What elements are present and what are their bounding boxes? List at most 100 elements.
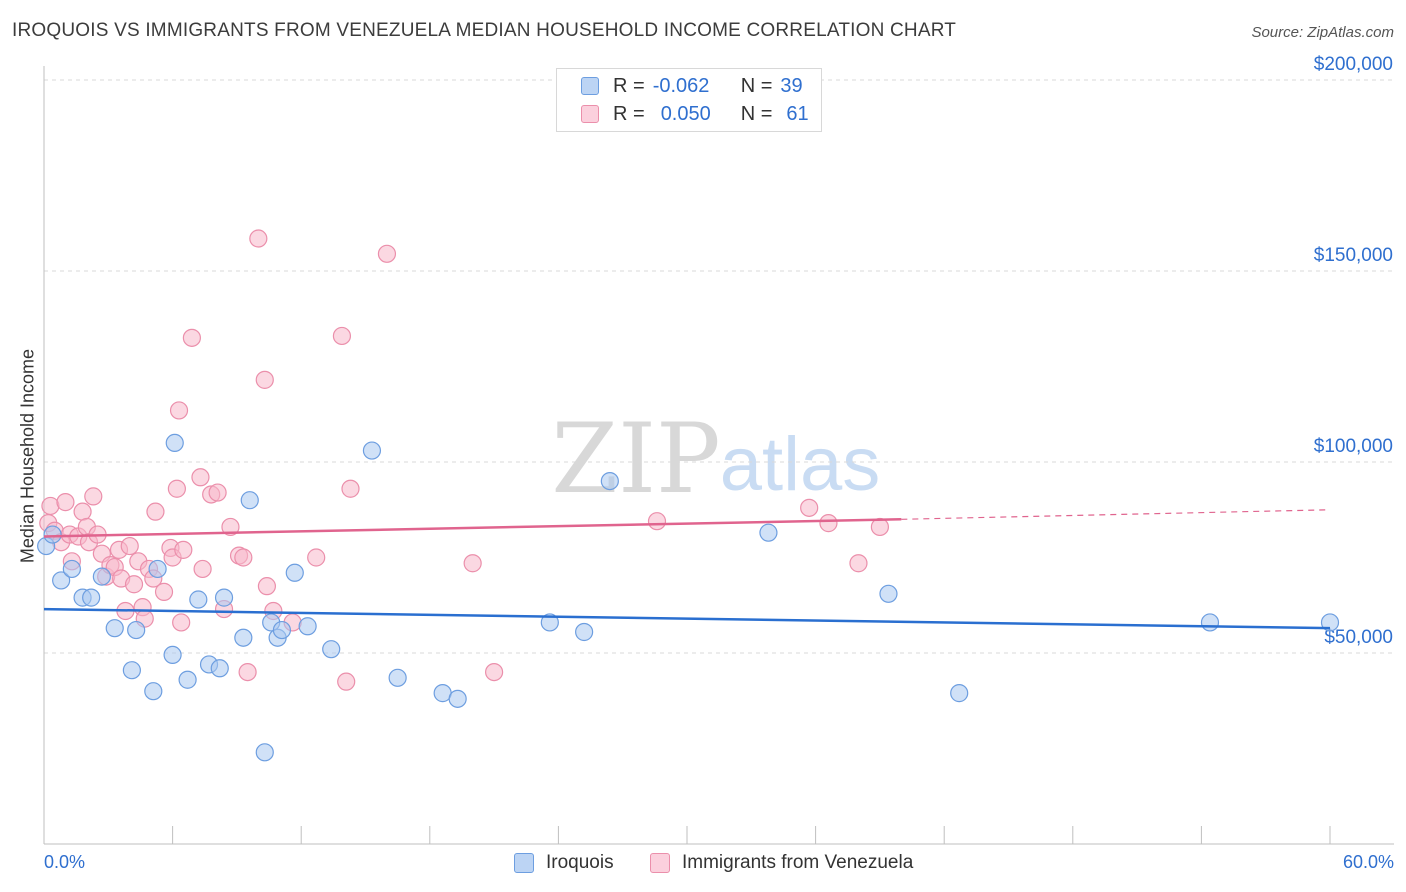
legend-r-value: -0.062 [652, 74, 710, 97]
venezuela-trend-extension [901, 509, 1331, 520]
legend-r-value: 0.050 [660, 102, 711, 125]
y-tick-label: $100,000 [1314, 436, 1393, 457]
venezuela-point [154, 582, 174, 601]
venezuela-trend-line [43, 518, 902, 538]
iroquois-point [178, 670, 197, 689]
watermark-zip: ZIP [551, 403, 720, 515]
iroquois-point [362, 441, 382, 460]
watermark-atlas: atlas [720, 422, 881, 507]
legend-n-label: N = [740, 74, 773, 97]
iroquois-point [285, 563, 304, 582]
iroquois-point [240, 491, 259, 510]
venezuela-point [124, 575, 144, 594]
venezuela-point [191, 468, 210, 487]
venezuela-point [146, 502, 165, 521]
legend-n-label: N = [740, 102, 773, 125]
iroquois-point [322, 640, 341, 659]
venezuela-point [337, 672, 356, 691]
chart-title: IROQUOIS VS IMMIGRANTS FROM VENEZUELA ME… [12, 20, 957, 41]
iroquois-point [879, 584, 898, 603]
venezuela-point [849, 554, 868, 573]
iroquois-point [144, 682, 163, 701]
iroquois-point [575, 622, 594, 642]
iroquois-point [214, 588, 234, 607]
venezuela-point [174, 540, 193, 559]
venezuela-point [238, 662, 257, 682]
iroquois-point [163, 645, 182, 665]
iroquois-point [82, 588, 101, 607]
venezuela-point [307, 548, 326, 567]
x-axis-max-label: 60.0% [1342, 852, 1394, 872]
iroquois-swatch [581, 77, 599, 95]
iroquois-legend-swatch [514, 853, 534, 873]
venezuela-point [172, 613, 191, 632]
venezuela-point [377, 244, 397, 263]
venezuela-point [255, 370, 274, 389]
iroquois-point [189, 590, 208, 609]
venezuela-swatch [581, 105, 599, 123]
iroquois-point [298, 617, 317, 636]
venezuela-legend-swatch [650, 853, 670, 873]
iroquois-point [127, 620, 146, 640]
venezuela-point [208, 483, 227, 502]
x-axis-min-label: 0.0% [44, 852, 86, 872]
y-tick-label: $150,000 [1314, 245, 1393, 266]
iroquois-point [255, 743, 274, 762]
venezuela-point [120, 536, 139, 556]
venezuela-point [221, 517, 240, 537]
venezuela-point [249, 229, 268, 248]
venezuela-point [800, 498, 819, 517]
iroquois-point [165, 433, 184, 452]
iroquois-point [388, 668, 407, 687]
iroquois-point [272, 620, 292, 640]
bottom-legend-venezuela: Immigrants from Venezuela [650, 852, 913, 874]
venezuela-point [870, 517, 890, 537]
venezuela-point [234, 548, 253, 567]
correlation-legend: R = -0.062 N = 39 R = 0.050 N = 61 [556, 68, 822, 132]
venezuela-point [193, 559, 212, 579]
iroquois-point [950, 684, 969, 703]
legend-n-value: 61 [786, 102, 809, 125]
legend-r-label: R = [613, 74, 645, 97]
venezuela-point [56, 493, 75, 512]
venezuela-point [182, 328, 201, 347]
venezuela-point [463, 554, 482, 573]
bottom-legend-iroquois: Iroquois [514, 852, 614, 874]
iroquois-point [234, 628, 253, 647]
venezuela-point [41, 496, 60, 516]
iroquois-point [759, 523, 778, 542]
venezuela-point [647, 512, 667, 531]
venezuela-point [332, 326, 352, 346]
legend-row-iroquois: R = -0.062 N = 39 [581, 73, 803, 99]
y-tick-label: $200,000 [1314, 54, 1393, 75]
legend-r-label: R = [613, 102, 645, 125]
venezuela-point [84, 487, 103, 506]
iroquois-point [92, 567, 111, 586]
venezuela-point [169, 401, 189, 420]
iroquois-point [122, 661, 141, 680]
iroquois-point [148, 559, 167, 579]
source-label: Source: ZipAtlas.com [1251, 24, 1394, 41]
iroquois-point [43, 525, 62, 544]
legend-row-venezuela: R = 0.050 N = 61 [581, 101, 809, 127]
iroquois-point [1320, 613, 1340, 632]
y-tick-label: $50,000 [1324, 627, 1393, 648]
venezuela-legend-label: Immigrants from Venezuela [682, 852, 914, 873]
venezuela-point [73, 502, 92, 521]
iroquois-point [105, 619, 124, 638]
venezuela-point [167, 479, 186, 498]
venezuela-point [819, 514, 838, 533]
venezuela-point [341, 479, 360, 498]
iroquois-point [210, 659, 229, 678]
legend-n-value: 39 [780, 74, 803, 97]
iroquois-legend-label: Iroquois [546, 852, 614, 873]
iroquois-trend-line [43, 607, 1331, 630]
venezuela-point [257, 577, 277, 596]
iroquois-point [52, 571, 71, 590]
venezuela-point [485, 662, 504, 682]
iroquois-point [600, 472, 619, 491]
iroquois-point [1200, 613, 1220, 632]
y-axis-label: Median Household Income [17, 348, 38, 564]
iroquois-point [540, 613, 559, 632]
